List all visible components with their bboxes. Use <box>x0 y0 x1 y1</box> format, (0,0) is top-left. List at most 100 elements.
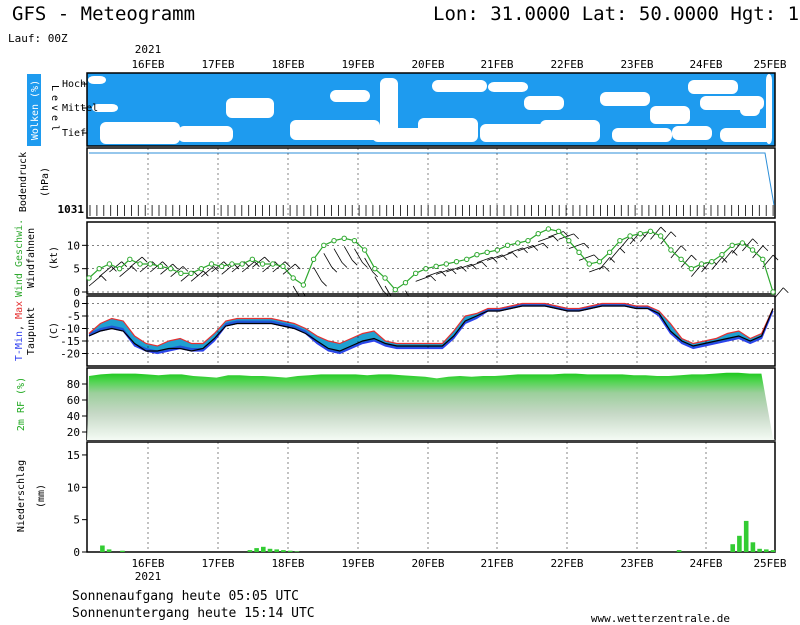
wind-barb <box>558 233 574 240</box>
cloud-block <box>290 120 380 140</box>
wind-point <box>96 265 102 272</box>
cloud-block <box>488 82 528 92</box>
wind-barb <box>487 254 503 261</box>
dewpoint-ylabel: Taupunkt <box>26 307 37 355</box>
clouds-frame <box>86 72 776 147</box>
top-date-21feb: 21FEB <box>480 58 513 71</box>
level-tief: Tief <box>62 128 86 139</box>
humidity-y-ticks: 20 40 60 80 <box>67 378 87 439</box>
precip-bar <box>743 520 749 552</box>
wind-point <box>127 256 133 263</box>
precip-bar <box>100 545 105 552</box>
wind-barb <box>742 238 753 252</box>
wind-barb-flag <box>223 261 230 267</box>
pressure-frame <box>86 147 776 219</box>
wind-point <box>412 270 419 277</box>
wind-barb-flag <box>583 242 590 249</box>
wind-barb-flag <box>382 290 389 296</box>
wind-point <box>576 249 582 256</box>
wind-barb-ylabel: Windfahnen <box>26 228 37 288</box>
wind-point <box>188 270 194 277</box>
wind-barb-flag <box>264 256 270 263</box>
wind-barb-flag <box>331 266 338 273</box>
wind-barb <box>119 266 133 277</box>
precip-bar <box>770 550 776 552</box>
cloud-block <box>524 96 564 110</box>
wind-barb-flag <box>552 235 559 242</box>
precip-bar <box>750 542 756 552</box>
cloud-block <box>720 128 772 142</box>
wind-barb-flag <box>162 261 168 267</box>
y-tick-label: 10 <box>67 481 80 494</box>
y-tick-label: -10 <box>60 323 80 336</box>
wind-point <box>535 230 541 237</box>
top-year-label: 2021 <box>135 43 162 56</box>
humidity-ylabel: 2m RF (%) <box>16 377 27 431</box>
y-tick-label: 0 <box>73 298 80 311</box>
wind-barb-flag <box>670 231 677 238</box>
precipitation-ylabel: Niederschlag <box>16 460 27 532</box>
wind-barb <box>333 248 343 263</box>
bottom-date-25feb: 25FEB <box>753 557 786 570</box>
level-mittel: Mittel <box>62 103 98 114</box>
wind-barb <box>435 268 452 275</box>
wind-point <box>106 261 113 267</box>
wind-barb <box>517 245 533 252</box>
humidity-panel: 20 40 60 80 2m RF (%) <box>16 367 776 441</box>
wind-point <box>310 256 317 263</box>
temperature-y-ticks: 0-5-10-15-20 <box>60 298 87 361</box>
top-date-25feb: 25FEB <box>753 58 786 71</box>
wind-point <box>525 237 531 244</box>
clouds-ylabel: Wolken (%) <box>27 74 41 146</box>
wind-barb-flag <box>100 275 107 281</box>
wind-barb-flag <box>512 252 518 258</box>
precip-bar <box>254 548 259 552</box>
wind-point <box>157 263 164 270</box>
wind-barb <box>241 261 255 273</box>
wind-point <box>341 235 347 242</box>
cloud-block <box>100 122 180 144</box>
cloud-block <box>600 92 650 106</box>
wind-point <box>770 289 776 295</box>
wind-barb-flag <box>593 254 600 261</box>
wind-barb-flag <box>233 263 240 270</box>
precip-bar <box>267 548 273 552</box>
precip-bar <box>676 550 682 552</box>
top-date-19feb: 19FEB <box>341 58 374 71</box>
cloud-block <box>612 128 672 142</box>
cloud-block <box>92 104 118 112</box>
wind-barb-flag <box>609 257 616 263</box>
cloud-level-labels: Hoch Mittel Tief <box>62 79 98 139</box>
cloud-block <box>432 80 487 92</box>
wind-point <box>729 242 735 249</box>
wind-point <box>678 256 684 263</box>
y-tick-label: 80 <box>67 378 80 391</box>
bottom-date-19feb: 19FEB <box>341 557 374 570</box>
wind-barb <box>691 264 702 277</box>
wind-point <box>402 279 409 286</box>
y-tick-label: -15 <box>60 335 80 348</box>
temperature-ylabel: T-Min, Max <box>14 301 25 361</box>
wind-point <box>259 261 266 267</box>
wind-point <box>453 258 460 265</box>
wind-barb-flag <box>731 250 738 256</box>
humidity-area <box>87 372 775 440</box>
precip-bar <box>764 549 769 552</box>
wind-point <box>719 251 725 258</box>
wind-barb <box>343 246 353 261</box>
top-date-18feb: 18FEB <box>271 58 304 71</box>
wind-barb-flag <box>603 266 610 272</box>
wind-barb <box>446 266 462 273</box>
precip-bar <box>737 535 742 552</box>
website-link[interactable]: www.wetterzentrale.de <box>591 612 730 625</box>
precip-bar <box>730 544 735 552</box>
wind-point <box>300 282 307 288</box>
precip-bar <box>757 548 762 552</box>
cloud-block <box>540 120 600 142</box>
cloud-block <box>480 124 550 142</box>
label-separator: , <box>14 319 25 331</box>
wind-point <box>504 242 511 249</box>
wind-barb <box>466 261 482 268</box>
wind-point <box>760 256 766 263</box>
